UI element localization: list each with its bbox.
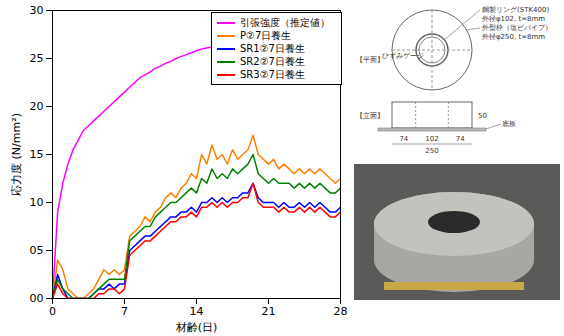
svg-text:102: 102 bbox=[425, 135, 438, 143]
svg-text:15: 15 bbox=[30, 148, 44, 161]
svg-text:50: 50 bbox=[478, 112, 487, 120]
svg-text:21: 21 bbox=[262, 305, 276, 318]
svg-text:応力度 (N/mm²): 応力度 (N/mm²) bbox=[10, 113, 23, 196]
svg-text:10: 10 bbox=[30, 196, 44, 209]
svg-text:材齢(日): 材齢(日) bbox=[175, 321, 218, 334]
svg-text:14: 14 bbox=[190, 305, 204, 318]
svg-text:00: 00 bbox=[30, 292, 44, 305]
svg-text:0: 0 bbox=[49, 305, 56, 318]
svg-text:ひずみゲージ: ひずみゲージ bbox=[382, 52, 424, 60]
svg-text:74: 74 bbox=[399, 135, 408, 143]
svg-text:外径φ250, t=8mm: 外径φ250, t=8mm bbox=[482, 33, 545, 41]
html-text:引張強度（推定値）: 引張強度（推定値） bbox=[240, 17, 330, 28]
svg-text:外型枠（塩ビパイプ）: 外型枠（塩ビパイプ） bbox=[482, 24, 552, 32]
svg-text:外径φ102, t=8mm: 外径φ102, t=8mm bbox=[482, 15, 545, 23]
svg-text:74: 74 bbox=[456, 135, 465, 143]
svg-text:【立面】: 【立面】 bbox=[356, 112, 384, 120]
html-text:SR2②7日養生: SR2②7日養生 bbox=[240, 56, 305, 67]
svg-text:7: 7 bbox=[121, 305, 128, 318]
svg-text:25: 25 bbox=[30, 52, 44, 65]
svg-text:250: 250 bbox=[425, 147, 438, 155]
svg-text:【平面】: 【平面】 bbox=[356, 56, 384, 64]
svg-text:底板: 底板 bbox=[502, 120, 516, 128]
html-text:SR3②7日養生: SR3②7日養生 bbox=[240, 69, 305, 80]
svg-text:28: 28 bbox=[334, 305, 348, 318]
html-text:SR1②7日養生: SR1②7日養生 bbox=[240, 43, 305, 54]
svg-text:05: 05 bbox=[30, 244, 44, 257]
svg-text:鋼製リング(STK400): 鋼製リング(STK400) bbox=[482, 6, 549, 14]
html-text:P②7日養生: P②7日養生 bbox=[240, 30, 292, 41]
svg-text:30: 30 bbox=[30, 4, 44, 17]
svg-text:20: 20 bbox=[30, 100, 44, 113]
